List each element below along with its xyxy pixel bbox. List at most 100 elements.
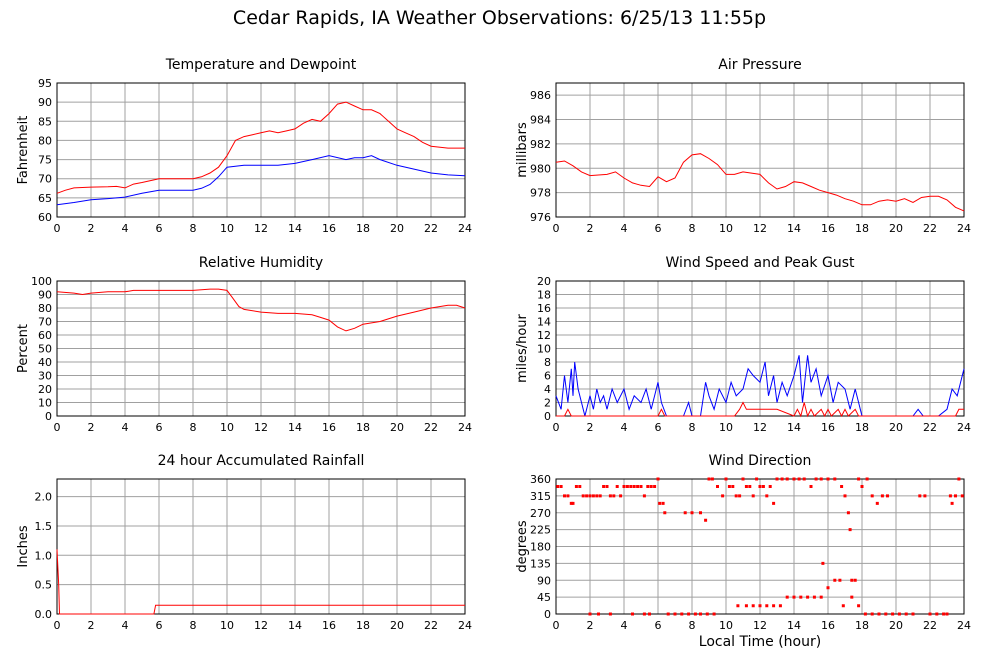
data-point xyxy=(857,604,861,608)
x-tick-label: 0 xyxy=(553,421,560,434)
data-point xyxy=(673,612,677,616)
x-tick-label: 24 xyxy=(957,222,971,235)
x-tick-label: 20 xyxy=(390,619,404,632)
y-tick-label: 14 xyxy=(537,316,551,329)
series-line-red xyxy=(556,401,964,418)
data-point xyxy=(843,494,847,498)
x-tick-label: 6 xyxy=(156,619,163,632)
data-point xyxy=(848,528,852,532)
y-tick-label: 10 xyxy=(537,343,551,356)
x-tick-label: 16 xyxy=(821,619,835,632)
data-point xyxy=(950,501,954,505)
data-point xyxy=(826,586,830,590)
y-tick-label: 135 xyxy=(530,557,551,570)
data-point xyxy=(860,485,864,488)
data-point xyxy=(724,477,728,481)
x-tick-label: 22 xyxy=(923,421,937,434)
x-tick-label: 18 xyxy=(356,421,370,434)
x-tick-label: 16 xyxy=(322,421,336,434)
data-point xyxy=(863,612,867,616)
y-tick-label: 2.0 xyxy=(35,491,53,504)
data-point xyxy=(704,518,708,522)
x-tick-label: 24 xyxy=(957,421,971,434)
y-axis-label: Fahrenheit xyxy=(16,116,31,185)
data-point xyxy=(646,485,650,488)
y-tick-label: 45 xyxy=(537,591,551,604)
data-point xyxy=(755,477,759,481)
y-tick-label: 0.0 xyxy=(35,608,53,621)
data-point xyxy=(690,511,694,515)
y-tick-label: 95 xyxy=(38,77,52,90)
data-point xyxy=(819,595,823,599)
data-point xyxy=(886,494,889,498)
x-tick-label: 4 xyxy=(621,619,628,632)
data-point xyxy=(727,485,731,488)
x-tick-label: 22 xyxy=(424,619,438,632)
y-tick-label: 0.5 xyxy=(35,579,53,592)
data-point xyxy=(891,612,895,616)
series-line-red xyxy=(555,153,965,212)
data-point xyxy=(661,501,665,505)
data-point xyxy=(945,612,949,616)
data-point xyxy=(853,578,857,582)
x-tick-label: 22 xyxy=(424,421,438,434)
y-tick-label: 80 xyxy=(38,302,52,315)
x-tick-label: 20 xyxy=(889,222,903,235)
y-tick-label: 978 xyxy=(530,187,551,200)
data-point xyxy=(680,612,684,616)
data-point xyxy=(785,595,789,599)
x-tick-label: 18 xyxy=(855,421,869,434)
data-point xyxy=(870,494,874,498)
plot-frame xyxy=(56,280,466,417)
data-point xyxy=(619,494,623,498)
y-axis-label: Percent xyxy=(16,324,31,373)
y-tick-label: 90 xyxy=(537,574,551,587)
y-tick-label: 30 xyxy=(38,370,52,383)
data-point xyxy=(699,511,702,515)
data-point xyxy=(846,511,850,515)
plot-frame xyxy=(56,478,466,615)
y-tick-label: 6 xyxy=(544,370,551,383)
plot-frame xyxy=(555,82,965,218)
x-tick-label: 4 xyxy=(122,619,129,632)
x-tick-label: 24 xyxy=(458,421,472,434)
y-axis-label: degrees xyxy=(515,520,530,573)
data-point xyxy=(957,477,961,481)
series-line-red xyxy=(56,101,465,194)
data-point xyxy=(744,485,748,488)
x-tick-label: 24 xyxy=(957,619,971,632)
data-point xyxy=(833,578,837,582)
data-point xyxy=(658,501,662,505)
y-tick-label: 12 xyxy=(537,329,551,342)
x-tick-label: 12 xyxy=(753,619,767,632)
x-tick-label: 20 xyxy=(889,619,903,632)
y-tick-label: 976 xyxy=(530,211,551,224)
data-point xyxy=(954,494,957,498)
x-tick-label: 20 xyxy=(390,421,404,434)
x-tick-label: 0 xyxy=(54,619,61,632)
data-point xyxy=(911,612,915,616)
data-point xyxy=(775,477,779,481)
data-point xyxy=(581,494,585,498)
data-point xyxy=(605,485,609,488)
data-point xyxy=(615,485,619,488)
x-tick-label: 8 xyxy=(190,421,197,434)
data-point xyxy=(751,494,755,498)
x-tick-label: 12 xyxy=(753,222,767,235)
chart-title: Wind Speed and Peak Gust xyxy=(666,255,855,271)
data-point xyxy=(699,612,702,616)
plot-frame xyxy=(56,82,466,218)
x-tick-label: 10 xyxy=(220,222,234,235)
x-tick-label: 10 xyxy=(719,222,733,235)
x-tick-label: 2 xyxy=(88,421,95,434)
data-point xyxy=(738,494,742,498)
x-tick-label: 2 xyxy=(88,619,95,632)
data-point xyxy=(928,612,932,616)
data-point xyxy=(612,494,616,498)
data-point xyxy=(897,612,901,616)
data-point xyxy=(880,494,884,498)
data-point xyxy=(741,477,745,481)
x-tick-label: 22 xyxy=(923,619,937,632)
x-tick-label: 12 xyxy=(254,619,268,632)
data-point xyxy=(622,485,626,488)
